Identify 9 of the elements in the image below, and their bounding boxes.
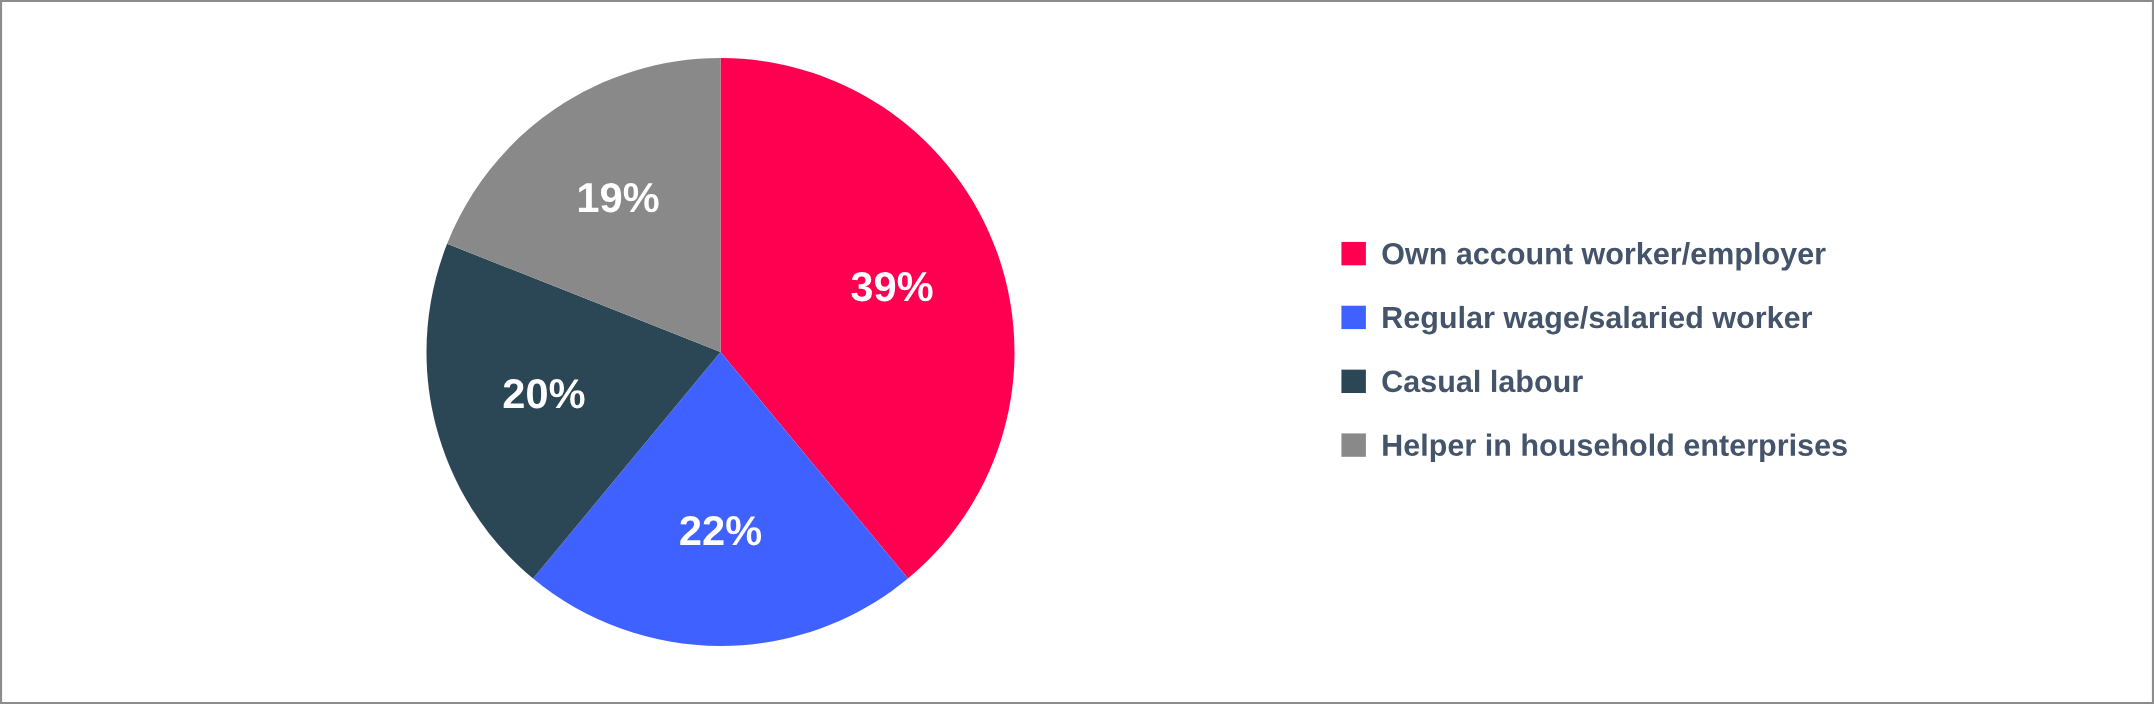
data-label: 39% bbox=[851, 271, 933, 302]
data-label: 22% bbox=[680, 515, 762, 546]
legend-label: Own account worker/employer bbox=[1382, 242, 1826, 271]
legend-label: Helper in household enterprises bbox=[1383, 433, 1847, 463]
data-label: 19% bbox=[578, 182, 659, 213]
legend-label: Regular wage/salaried worker bbox=[1383, 305, 1813, 335]
legend-label: Casual labour bbox=[1382, 369, 1583, 393]
pie-slice bbox=[447, 57, 721, 352]
data-label: 20% bbox=[503, 379, 585, 409]
